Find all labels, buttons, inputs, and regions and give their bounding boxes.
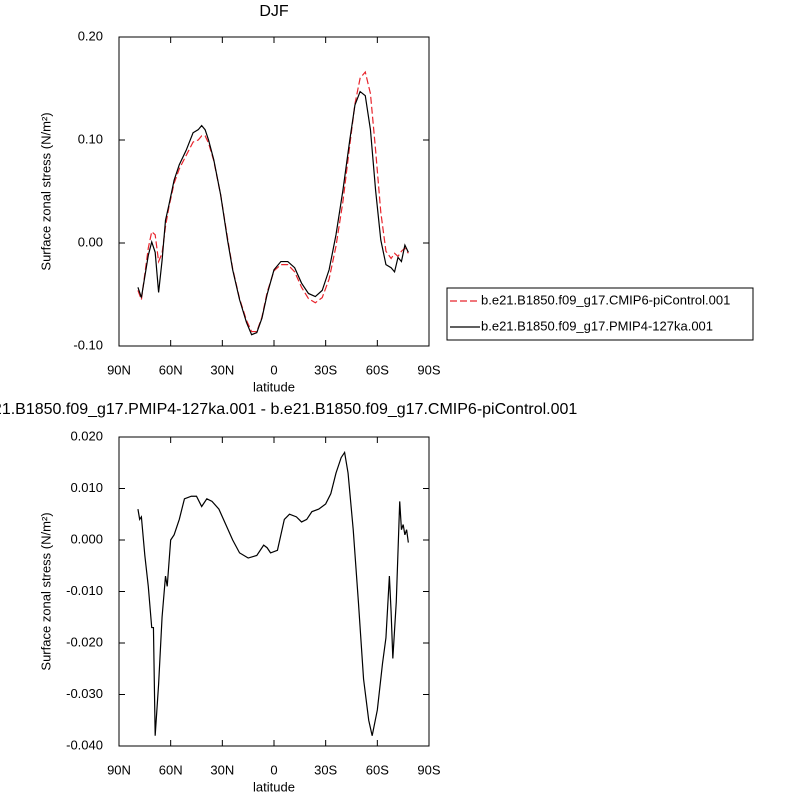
y-tick-label: 0.010 [70,480,103,495]
x-axis-label: latitude [253,379,295,394]
x-tick-label: 90S [417,762,440,777]
y-tick-label: -0.040 [66,737,103,752]
x-tick-label: 60N [159,362,183,377]
y-tick-label: 0.10 [78,131,103,146]
x-tick-label: 60S [366,362,389,377]
x-tick-label: 0 [270,362,277,377]
plot-frame [118,436,430,747]
legend-box [446,287,754,341]
chart-title: b.e21.B1850.f09_g17.PMIP4-127ka.001 - b.… [0,401,577,418]
y-tick-label: 0.00 [78,234,103,249]
x-axis-label: latitude [253,779,295,794]
y-tick-label: -0.030 [66,686,103,701]
plot-frame [118,36,430,347]
x-tick-label: 60N [159,762,183,777]
y-tick-label: -0.020 [66,634,103,649]
y-tick-label: -0.10 [73,337,103,352]
x-tick-label: 90N [107,362,131,377]
data-line [137,90,409,336]
x-tick-label: 30N [210,362,234,377]
x-tick-label: 60S [366,762,389,777]
x-tick-label: 0 [270,762,277,777]
y-tick-label: 0.020 [70,428,103,443]
x-tick-label: 90N [107,762,131,777]
x-tick-label: 30N [210,762,234,777]
y-tick-label: 0.000 [70,531,103,546]
chart-title: DJF [259,3,289,20]
y-tick-label: 0.20 [78,28,103,43]
y-tick-label: -0.010 [66,583,103,598]
x-tick-label: 30S [314,762,337,777]
x-tick-label: 30S [314,362,337,377]
x-tick-label: 90S [417,362,440,377]
y-axis-label: Surface zonal stress (N/m²) [38,112,53,270]
data-line [137,450,409,736]
y-axis-label: Surface zonal stress (N/m²) [38,512,53,670]
legend-label: b.e21.B1850.f09_g17.CMIP6-piControl.001 [481,292,730,307]
legend-label: b.e21.B1850.f09_g17.PMIP4-127ka.001 [481,318,713,333]
